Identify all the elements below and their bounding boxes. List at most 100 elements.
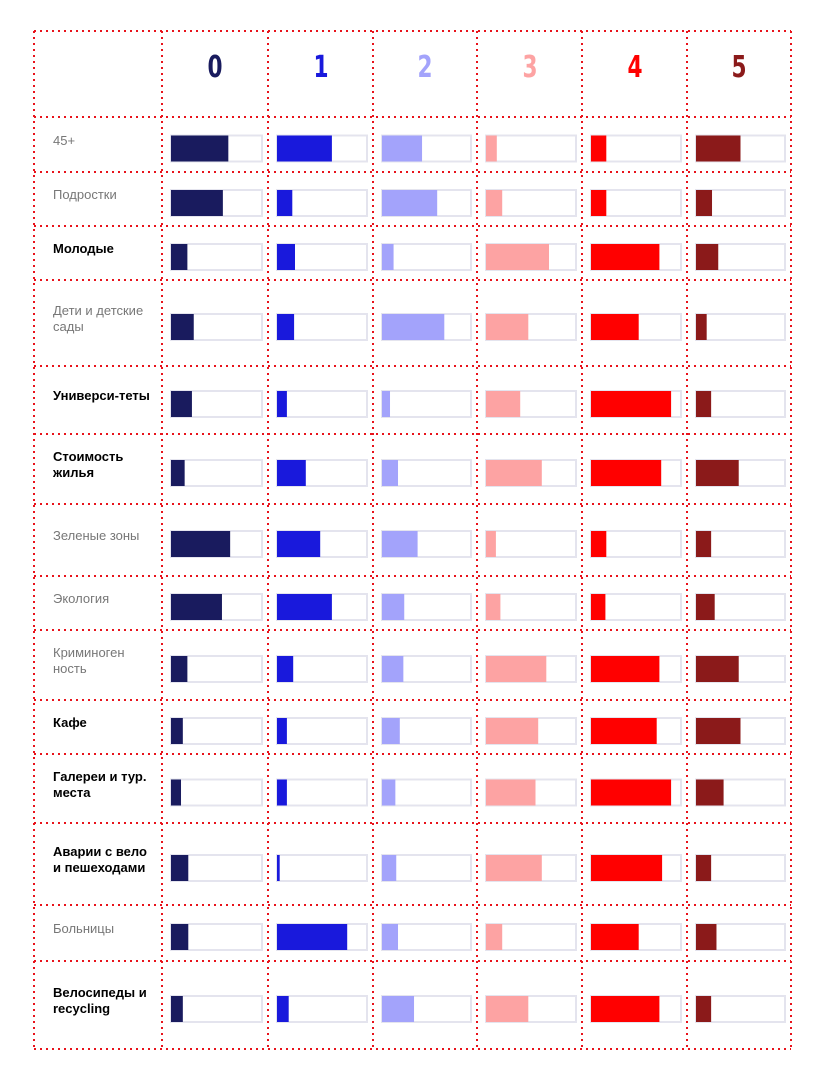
bar-5 [696,391,712,417]
bar-1 [277,594,332,620]
bar-5 [696,244,719,270]
bar-0 [171,855,189,881]
row-label: 45+ [53,132,76,148]
row-label: Криминоген ность [53,645,125,676]
bar-4 [591,190,607,216]
bar-3 [486,531,496,557]
bar-0 [171,314,194,340]
bar-5 [696,135,741,162]
bar-track [381,854,472,882]
bar-0 [171,135,229,162]
bar-track [485,134,577,163]
column-header-5: 5 [731,50,747,85]
bar-2 [382,460,399,486]
column-header-0: 0 [207,50,223,85]
row-label: Больницы [53,921,115,936]
bar-4 [591,391,672,417]
bar-5 [696,924,717,950]
row-label: Галереи и тур. места [53,768,147,800]
bar-4 [591,924,639,950]
bar-5 [696,996,712,1022]
bar-4 [591,594,606,620]
bar-3 [486,460,542,486]
bar-0 [171,718,183,744]
bar-4 [591,718,657,744]
bar-track [276,995,368,1023]
bar-3 [486,594,501,620]
bar-1 [277,656,294,682]
bar-4 [591,656,660,682]
bar-0 [171,924,189,950]
bar-1 [277,855,280,881]
bar-5 [696,314,707,340]
bar-2 [382,718,400,744]
bar-track [276,717,368,745]
bar-3 [486,996,529,1022]
bar-4 [591,779,672,806]
bar-3 [486,314,529,340]
bar-4 [591,855,663,881]
row-label: Велосипеды и recycling [53,985,147,1016]
bar-1 [277,244,295,270]
column-header-3: 3 [521,50,538,85]
row-label: Молодые [53,241,114,256]
row-label: Универси-теты [53,388,150,403]
bar-5 [696,190,713,216]
bar-2 [382,135,423,162]
bar-1 [277,718,287,744]
bar-5 [696,855,712,881]
bar-0 [171,594,222,620]
bar-0 [171,996,183,1022]
bar-1 [277,779,287,806]
bar-track [276,390,368,418]
bar-2 [382,779,396,806]
row-label: Стоимость жилья [53,449,124,480]
bar-3 [486,718,539,744]
bar-3 [486,190,503,216]
bar-track [485,530,577,558]
column-header-2: 2 [417,50,433,85]
bar-2 [382,924,399,950]
bar-4 [591,531,607,557]
bar-0 [171,190,223,216]
bar-5 [696,594,715,620]
bar-2 [382,190,438,216]
bar-0 [171,244,188,270]
bar-5 [696,460,739,486]
bar-1 [277,391,287,417]
bar-1 [277,314,295,340]
bar-1 [277,190,293,216]
bar-track [695,313,786,341]
bar-track [590,593,682,621]
row-label: Зеленые зоны [53,528,140,543]
column-header-4: 4 [626,50,643,85]
bar-3 [486,391,521,417]
bar-3 [486,924,503,950]
bar-0 [171,779,182,806]
bar-0 [171,391,192,417]
bar-track [381,243,472,271]
bar-track [170,995,263,1023]
bar-2 [382,314,445,340]
bar-2 [382,531,418,557]
bar-4 [591,314,639,340]
bar-2 [382,656,404,682]
row-label: Подростки [53,187,117,202]
row-label: Экология [53,591,110,606]
bar-1 [277,135,332,162]
bar-2 [382,244,394,270]
bar-track [170,778,263,807]
bar-1 [277,924,348,950]
row-label: Аварии с вело и пешеходами [53,844,147,875]
bar-1 [277,996,289,1022]
bar-2 [382,996,415,1022]
bar-3 [486,656,547,682]
bar-3 [486,135,497,162]
bar-0 [171,460,185,486]
bar-5 [696,779,724,806]
bar-track [170,459,263,487]
row-label: Кафе [53,715,87,730]
bar-4 [591,460,662,486]
bar-4 [591,135,607,162]
